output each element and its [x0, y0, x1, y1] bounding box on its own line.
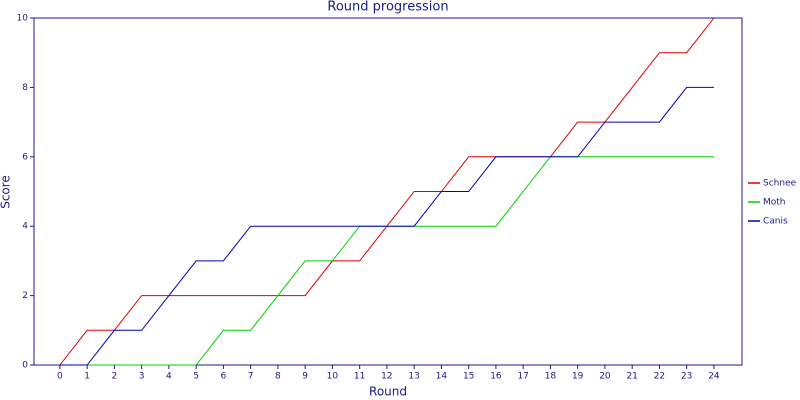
x-tick-label: 16: [490, 372, 502, 382]
x-tick-label: 15: [463, 372, 474, 382]
x-tick-label: 7: [248, 372, 254, 382]
x-tick-label: 2: [112, 372, 118, 382]
legend-label: Canis: [763, 217, 788, 227]
x-tick-label: 22: [654, 372, 665, 382]
x-tick-label: 17: [517, 372, 528, 382]
x-tick-label: 24: [708, 372, 720, 382]
x-tick-label: 19: [572, 372, 584, 382]
line-series: [59, 156, 714, 366]
legend-label: Moth: [763, 198, 786, 208]
x-tick-label: 9: [302, 372, 308, 382]
plot-frame: [33, 17, 743, 366]
x-axis-label: Round: [369, 385, 407, 399]
chart-title: Round progression: [327, 0, 448, 15]
x-tick-label: 8: [275, 372, 281, 382]
y-tick-label: 10: [17, 14, 29, 24]
line-series: [59, 17, 715, 366]
y-tick-label: 4: [22, 222, 28, 232]
x-tick-label: 23: [681, 372, 692, 382]
legend-label: Schnee: [763, 179, 797, 189]
x-tick-label: 0: [57, 372, 63, 382]
x-tick-label: 14: [436, 372, 448, 382]
x-tick-label: 10: [327, 372, 339, 382]
x-tick-label: 12: [381, 372, 392, 382]
x-tick-label: 21: [626, 372, 637, 382]
x-tick-label: 3: [139, 372, 145, 382]
y-tick-label: 2: [22, 291, 28, 301]
y-tick-label: 0: [22, 361, 28, 371]
y-tick-label: 8: [22, 83, 28, 93]
x-tick-label: 5: [193, 372, 199, 382]
x-tick-label: 1: [84, 372, 90, 382]
x-tick-label: 13: [408, 372, 419, 382]
x-tick-label: 4: [166, 372, 172, 382]
line-series: [59, 86, 714, 366]
x-tick-label: 18: [545, 372, 557, 382]
x-tick-label: 20: [599, 372, 611, 382]
x-tick-label: 11: [354, 372, 365, 382]
y-axis-label: Score: [0, 175, 13, 209]
y-tick-label: 6: [22, 152, 28, 162]
x-tick-label: 6: [221, 372, 227, 382]
